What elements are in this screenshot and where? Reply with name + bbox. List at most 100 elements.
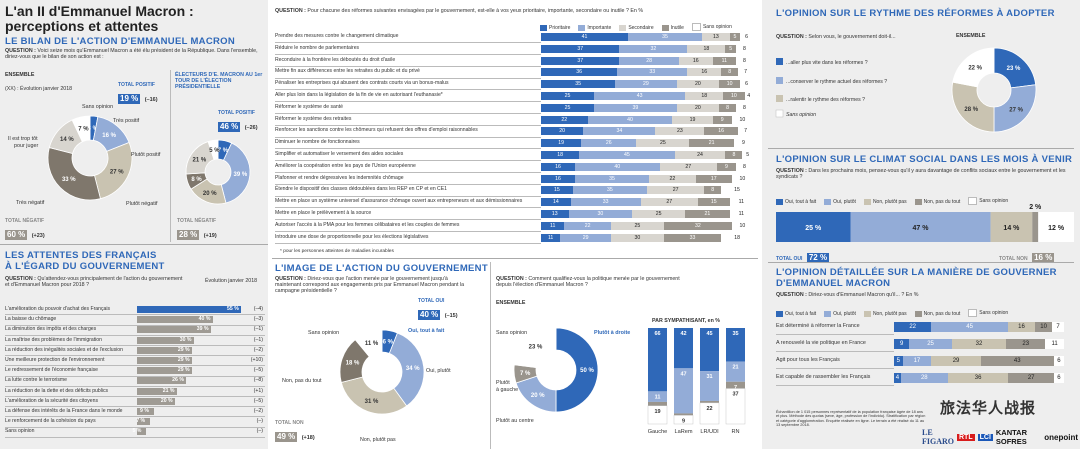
bilan-ens-value-3: 33 % [62,177,76,183]
legend-label: Prioritaire [549,25,571,31]
reforme-segment: 45 [579,151,675,159]
row-rule [776,351,894,352]
reforme-label: Reconduire à la frontière les déboutés d… [275,56,396,63]
symp-category: Gauche [648,429,668,435]
climat-bar: 25 % 47 % 14 % 2 % 12 % [776,204,1074,242]
reforme-segment: 40 [587,115,673,124]
attentes-bar [137,316,213,324]
image-slice-2 [340,376,408,415]
symp-category: LaRem [674,429,692,435]
donut-politique: 50 % 20 % 7 % 23 % [513,327,599,413]
electeurs-label: ÉLECTEURS D'E. MACRON AU 1er TOUR DE L'É… [175,72,263,91]
reforme-row: Étendre le dispositif des classes dédoub… [275,184,755,197]
politique-value-1: 20 % [531,393,545,399]
reforme-segment: 24 [674,151,726,159]
lbl-plutot-negatif: Plutôt négatif [126,201,158,207]
attentes-label: L'amélioration du pouvoir d'achat des Fr… [5,306,111,312]
row-rule [5,314,265,316]
bilan-el-value-5: 5 % [209,148,220,154]
bilan-heading: Le bilan de l'action d'Emmanuel Macron [5,36,236,47]
legend-label: Importante [587,25,612,31]
right-panel: L'opinion sur le rythme des réformes à a… [762,0,1080,449]
el-total-negatif: TOTAL NÉGATIF 28 % (+19) [177,218,217,242]
symp-seg-Gauche [648,391,667,402]
donut-image: 6 % 34 % 31 % 18 % 11 % [339,329,425,415]
attentes-value: 21 % [162,387,175,394]
reforme-segment: 41 [541,33,628,41]
legend-item: Oui, tout à fait [776,199,816,205]
row-rule [275,160,541,162]
climat-value: 47 % [913,225,930,232]
detail-segment: 17 [902,356,932,366]
image-value-4: 11 % [365,341,379,347]
question-label-7: QUESTION : [776,168,807,174]
attentes-label: La réduction des inégalités sociales et … [5,346,123,353]
row-rule [275,54,541,56]
symp-value: 19 [654,409,660,415]
right-separator-1 [768,148,1074,149]
symp-seg-Gauche [647,405,668,425]
reforme-segment: 27 [640,198,698,207]
reforme-segment: 20 [676,103,720,112]
reforme-label: Plafonner et rendre dégressives les inde… [275,174,404,181]
symp-value: 42 [680,331,686,337]
row-rule [275,101,541,103]
donut-rythme: 23 % 27 % 28 % 22 % [951,47,1037,133]
attentes-row: L'amélioration du pouvoir d'achat des Fr… [5,305,265,316]
row-rule [275,219,541,221]
symp-seg-LR/UDI [700,371,719,401]
symp-value: 22 [706,406,712,412]
attentes-label: La baisse du chômage [5,316,57,323]
watermark: 旅法华人战报 [940,400,1037,417]
row-rule [275,172,541,174]
politique-value-2: 7 % [520,371,531,377]
reformes-question: QUESTION : Pour chacune des réformes sui… [275,8,745,14]
reforme-segment: 16 [541,174,575,183]
reforme-segment: 11 [712,56,737,65]
bilan-ensemble-donut: 3 %16 % 27 % 33 % 14 % 7 % Sans opinion Il e… [8,104,161,207]
bilan-ens-value-4: 14 % [60,137,74,143]
reforme-segment: 35 [541,80,616,89]
legend-label: Non, pas du tout [923,199,961,205]
lbl-pol-centre: Plutôt au centre [496,418,534,424]
attentes-change: (+1) [253,387,263,394]
question-label: QUESTION : [5,48,36,54]
attentes-label: La maîtrise des problèmes de l'immigrati… [5,336,102,343]
row-rule [275,89,541,91]
reforme-segment: 9 [733,139,753,148]
legend-item: Sans opinion [968,197,1008,205]
climat-total-oui-value: 72 % [806,253,830,263]
reforme-row: Autoriser l'accès à la PMA pour les femm… [275,220,755,233]
legend-label: Sans opinion [979,198,1009,204]
row-rule [776,334,894,335]
row-rule [275,207,541,209]
symp-category: LR/UDI [700,429,719,435]
symp-seg-LR/UDI [700,400,719,403]
reforme-segment: 11 [541,221,565,230]
detail-segment: 27 [1008,373,1054,383]
reforme-segment: 39 [594,103,677,112]
climat-seg [776,212,851,242]
row-rule [275,183,541,185]
legend-item: Oui, tout à fait [776,311,816,317]
logo-onepoint: onepoint [1044,432,1078,442]
reforme-segment: 21 [685,210,730,218]
reforme-segment: 22 [649,174,696,183]
rythme-sw-3 [776,95,783,102]
attentes-change: (–3) [253,316,263,323]
climat-total-non-label: TOTAL NON [999,256,1028,262]
reforme-segment: 35 [574,174,650,183]
symp-value: 11 [655,394,661,400]
politique-question: QUESTION : Comment qualifiez-vous la pol… [496,276,696,288]
rythme-sw-1 [776,58,783,65]
symp-value: 47 [680,371,686,377]
detail-legend: Oui, tout à fait Oui, plutôt Non, plutôt p… [776,304,1076,322]
detail-segment: 45 [931,322,1008,332]
attentes-change: (–) [256,418,263,425]
reforme-row: Simplifier et automatiser le versement d… [275,149,755,162]
detail-segment: 25 [909,339,952,349]
detail-row: Est capable de rassembler les Français 4 2… [776,369,1076,386]
rythme-slice-1 [993,84,1037,133]
image-total-oui-value: 40 % [418,310,441,320]
legend-item: Inutile [661,25,684,31]
